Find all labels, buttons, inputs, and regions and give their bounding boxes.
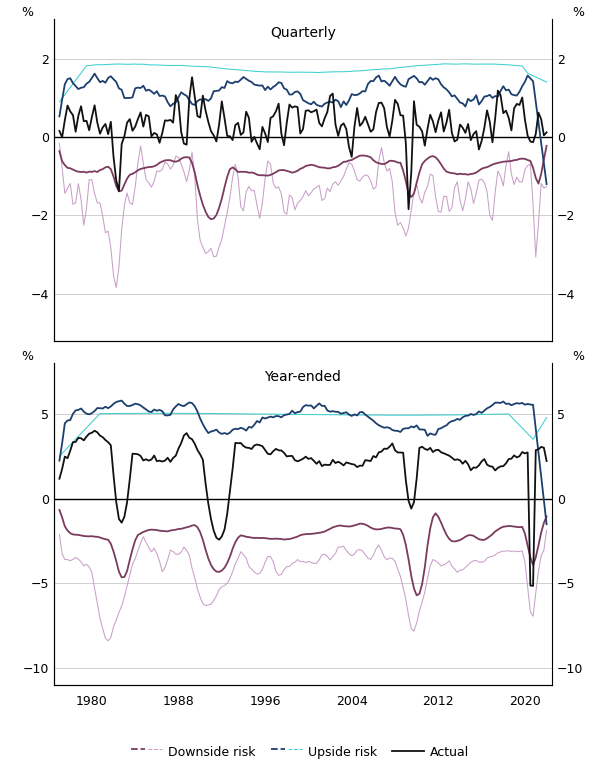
Text: %: % xyxy=(572,6,584,19)
Text: Quarterly: Quarterly xyxy=(270,26,336,39)
Text: %: % xyxy=(572,351,584,364)
Text: %: % xyxy=(22,6,34,19)
Legend: Downside risk, Upside risk, Actual: Downside risk, Upside risk, Actual xyxy=(126,741,474,764)
Text: %: % xyxy=(22,351,34,364)
Text: Year-ended: Year-ended xyxy=(265,370,341,384)
